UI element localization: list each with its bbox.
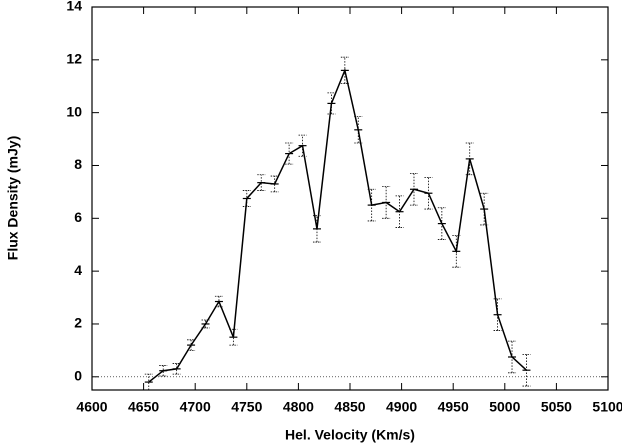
plot-frame: [91, 6, 609, 391]
y-tick-label: 6: [74, 209, 82, 225]
y-tick-label: 4: [74, 262, 82, 278]
error-bar: [493, 298, 502, 331]
x-tick-label: 5000: [489, 399, 520, 415]
x-tick-label: 4700: [180, 399, 211, 415]
y-tick-label: 2: [74, 315, 82, 331]
error-bar: [312, 215, 321, 243]
x-tick-label: 4750: [231, 399, 262, 415]
y-axis-label: Flux Density (mJy): [5, 136, 21, 260]
y-tick-label: 14: [66, 0, 82, 14]
x-tick-label: 4600: [76, 399, 107, 415]
error-bar: [480, 192, 489, 226]
error-bar: [340, 56, 349, 84]
y-tick-label: 12: [66, 51, 82, 67]
x-tick-label: 4650: [128, 399, 159, 415]
error-bar: [201, 319, 210, 329]
error-bar: [242, 190, 251, 207]
error-bar: [144, 373, 153, 390]
error-bar: [214, 295, 223, 308]
error-bar: [382, 186, 391, 219]
error-bar: [437, 207, 446, 240]
error-bar: [298, 134, 307, 157]
x-tick-label: 5100: [592, 399, 622, 415]
error-bar: [465, 142, 474, 176]
error-bar: [285, 142, 294, 165]
error-bar: [367, 188, 376, 222]
y-tick-label: 0: [74, 367, 82, 383]
x-axis-label: Hel. Velocity (Km/s): [285, 427, 415, 443]
y-tick-label: 10: [66, 103, 82, 119]
error-bar: [229, 328, 238, 346]
error-bar: [452, 235, 461, 268]
x-tick-label: 4900: [386, 399, 417, 415]
error-bar: [159, 365, 168, 377]
x-tick-label: 4950: [438, 399, 469, 415]
error-bar: [424, 176, 433, 210]
x-tick-label: 5050: [541, 399, 572, 415]
error-bar: [172, 363, 181, 375]
error-bar: [409, 173, 418, 206]
error-bar: [395, 195, 404, 228]
y-tick-label: 8: [74, 156, 82, 172]
error-bar: [187, 339, 196, 351]
error-bar: [257, 174, 266, 191]
x-tick-label: 4850: [334, 399, 365, 415]
plot-area: [92, 56, 608, 390]
data-line: [148, 67, 527, 383]
error-bar: [270, 175, 279, 193]
error-bar: [327, 92, 336, 115]
error-bar: [354, 116, 363, 144]
x-tick-label: 4800: [283, 399, 314, 415]
error-bar: [508, 340, 517, 374]
error-bar: [522, 353, 531, 387]
